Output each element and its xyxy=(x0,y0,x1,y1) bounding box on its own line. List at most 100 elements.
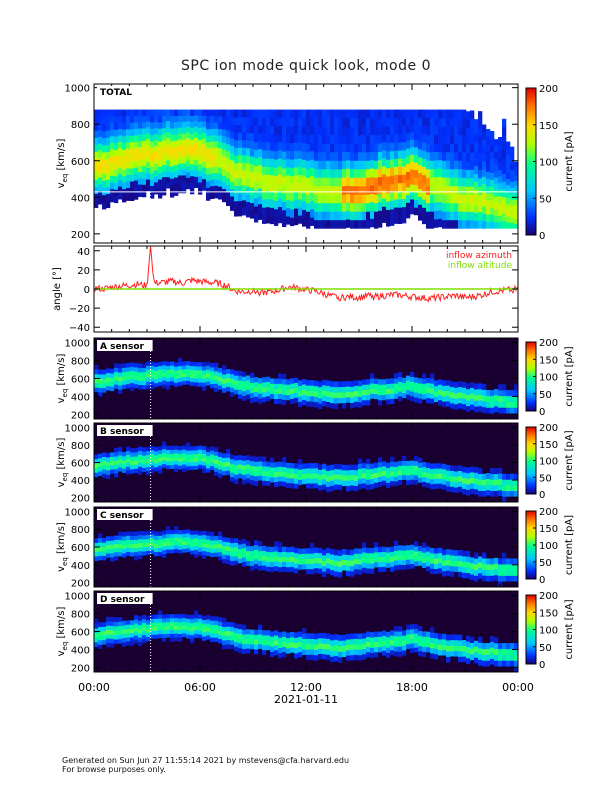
heatmap-cell xyxy=(142,153,147,160)
heatmap-cell xyxy=(218,617,223,622)
heatmap-cell xyxy=(234,124,239,133)
heatmap-cell xyxy=(278,158,283,167)
heatmap-cell xyxy=(98,551,103,556)
heatmap-cell xyxy=(258,629,263,635)
heatmap-cell xyxy=(262,215,267,224)
heatmap-cell xyxy=(194,545,199,550)
heatmap-cell xyxy=(322,160,327,170)
y-tick-label: 200 xyxy=(71,411,90,422)
heatmap-cell xyxy=(114,539,119,545)
heatmap-cell xyxy=(210,371,215,376)
heatmap-cell xyxy=(502,395,507,402)
heatmap-cell xyxy=(450,571,455,577)
heatmap-cell xyxy=(190,115,195,122)
heatmap-cell xyxy=(142,165,147,173)
heatmap-cell xyxy=(470,472,475,478)
heatmap-cell xyxy=(458,550,463,556)
heatmap-cell xyxy=(146,446,151,452)
heatmap-cell xyxy=(238,178,243,186)
heatmap-cell xyxy=(470,118,475,128)
heatmap-cell xyxy=(158,166,163,174)
heatmap-cell xyxy=(342,392,347,398)
heatmap-cell xyxy=(262,174,267,184)
heatmap-cell xyxy=(258,383,263,389)
heatmap-cell xyxy=(214,147,219,155)
heatmap-cell xyxy=(422,183,427,192)
y-axis-label: angle [°] xyxy=(52,267,63,311)
heatmap-cell xyxy=(194,159,199,166)
heatmap-cell xyxy=(162,553,167,558)
heatmap-cell xyxy=(170,464,175,469)
heatmap-cell xyxy=(202,636,207,641)
heatmap-cell xyxy=(514,199,519,205)
heatmap-cell xyxy=(258,398,263,404)
heatmap-cell xyxy=(254,540,259,546)
heatmap-cell xyxy=(274,167,279,177)
heatmap-cell xyxy=(250,479,255,485)
heatmap-cell xyxy=(134,375,139,380)
heatmap-cell xyxy=(218,372,223,377)
heatmap-cell xyxy=(222,453,227,459)
heatmap-cell xyxy=(298,125,303,135)
heatmap-cell xyxy=(506,390,511,397)
heatmap-cell xyxy=(414,132,419,140)
heatmap-cell xyxy=(350,152,355,161)
heatmap-cell xyxy=(446,465,451,471)
heatmap-cell xyxy=(138,122,143,129)
heatmap-cell xyxy=(498,169,503,177)
colorbar-tick-label: 200 xyxy=(539,84,558,95)
heatmap-cell xyxy=(498,643,503,650)
heatmap-cell xyxy=(174,128,179,135)
heatmap-cell xyxy=(338,397,343,404)
heatmap-cell xyxy=(262,142,267,151)
heatmap-cell xyxy=(150,542,155,547)
heatmap-cell xyxy=(382,546,387,552)
heatmap-cell xyxy=(462,656,467,663)
heatmap-cell xyxy=(162,633,167,638)
heatmap-cell xyxy=(426,551,431,557)
heatmap-cell xyxy=(394,158,399,167)
heatmap-cell xyxy=(242,639,247,645)
heatmap-cell xyxy=(178,127,183,134)
heatmap-cell xyxy=(474,646,479,653)
heatmap-cell xyxy=(286,150,291,160)
heatmap-cell xyxy=(150,545,155,551)
heatmap-cell xyxy=(194,534,199,539)
heatmap-cell xyxy=(418,196,423,205)
footer-browse-note: For browse purposes only. xyxy=(62,765,166,774)
heatmap-cell xyxy=(310,151,315,160)
heatmap-cell xyxy=(194,457,199,463)
heatmap-cell xyxy=(442,401,447,407)
colorbar-tick-label: 150 xyxy=(539,121,558,132)
heatmap-cell xyxy=(230,644,235,650)
heatmap-cell xyxy=(118,551,123,557)
heatmap-cell xyxy=(298,548,303,555)
heatmap-cell xyxy=(290,463,295,469)
panel-label: TOTAL xyxy=(100,88,132,98)
heatmap-cell xyxy=(470,488,475,495)
heatmap-cell xyxy=(214,624,219,630)
heatmap-cell xyxy=(102,631,107,636)
heatmap-cell xyxy=(234,542,239,548)
heatmap-cell xyxy=(354,177,359,187)
heatmap-cell xyxy=(294,175,299,184)
heatmap-cell xyxy=(170,153,175,160)
heatmap-cell xyxy=(142,376,147,381)
heatmap-cell xyxy=(462,177,467,187)
heatmap-cell xyxy=(218,621,223,627)
heatmap-cell xyxy=(162,538,167,543)
heatmap-cell xyxy=(378,400,383,406)
heatmap-cell xyxy=(230,547,235,553)
heatmap-cell xyxy=(354,202,359,212)
heatmap-cell xyxy=(242,207,247,216)
heatmap-cell xyxy=(330,160,335,170)
heatmap-cell xyxy=(514,648,519,655)
heatmap-cell xyxy=(302,394,307,400)
heatmap-cell xyxy=(214,375,219,380)
heatmap-cell xyxy=(350,474,355,481)
heatmap-cell xyxy=(314,194,319,204)
heatmap-cell xyxy=(418,477,423,483)
heatmap-cell xyxy=(406,117,411,126)
heatmap-cell xyxy=(114,142,119,150)
